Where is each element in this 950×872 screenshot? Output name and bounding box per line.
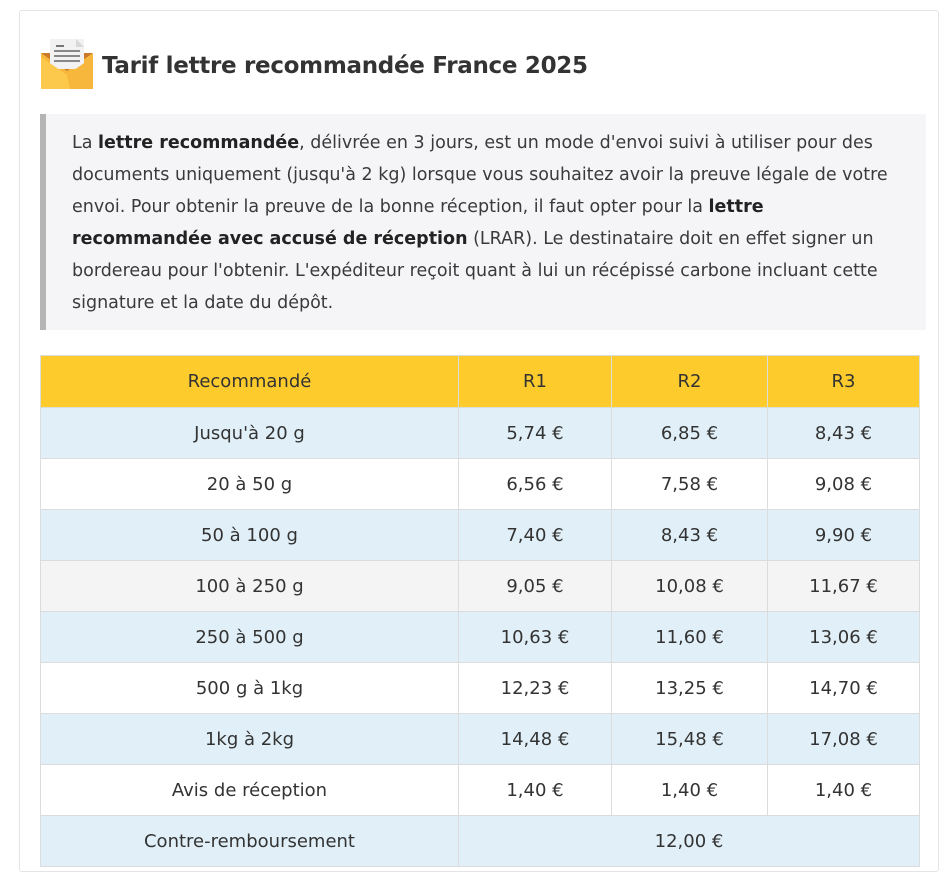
table-row: 100 à 250 g 9,05 €10,08 €11,67 € <box>40 560 920 612</box>
price-cell: 8,43 € <box>611 509 768 561</box>
intro-blockquote: La lettre recommandée, délivrée en 3 jou… <box>40 114 926 330</box>
price-cell: 9,05 € <box>458 560 612 612</box>
weight-cell: 20 à 50 g <box>40 458 459 510</box>
price-cell: 6,56 € <box>458 458 612 510</box>
intro-bold-registered-letter: lettre recommandée <box>98 133 300 153</box>
intro-text-part: La <box>72 133 99 153</box>
price-cell: 5,74 € <box>458 407 612 459</box>
weight-cell: Avis de réception <box>40 764 459 816</box>
weight-cell: 100 à 250 g <box>40 560 459 612</box>
table-row: Avis de réception 1,40 €1,40 €1,40 € <box>40 764 920 816</box>
table-row: 1kg à 2kg 14,48 €15,48 €17,08 € <box>40 713 920 765</box>
price-cell: 1,40 € <box>611 764 768 816</box>
column-header-r1: R1 <box>458 355 612 408</box>
price-cell: 10,63 € <box>458 611 612 663</box>
column-header-r2: R2 <box>611 355 768 408</box>
price-table: Recommandé R1 R2 R3 Jusqu'à 20 g 5,74 €6,… <box>40 355 920 867</box>
price-cell: 12,23 € <box>458 662 612 714</box>
weight-cell: 50 à 100 g <box>40 509 459 561</box>
price-cell: 15,48 € <box>611 713 768 765</box>
table-head: Recommandé R1 R2 R3 <box>40 355 920 408</box>
table-row: 250 à 500 g 10,63 €11,60 €13,06 € <box>40 611 920 663</box>
weight-cell: 1kg à 2kg <box>40 713 459 765</box>
table-row: 50 à 100 g 7,40 €8,43 €9,90 € <box>40 509 920 561</box>
header: Tarif lettre recommandée France 2025 <box>40 37 588 95</box>
price-cell: 10,08 € <box>611 560 768 612</box>
table-row: 500 g à 1kg 12,23 €13,25 €14,70 € <box>40 662 920 714</box>
price-cell: 14,70 € <box>767 662 920 714</box>
price-cell: 7,58 € <box>611 458 768 510</box>
intro-text-part: (LRAR). Le destinataire doit en effet si… <box>72 229 878 313</box>
table-header-row: Recommandé R1 R2 R3 <box>40 355 920 408</box>
price-cell: 12,00 € <box>458 815 920 867</box>
price-cell: 9,08 € <box>767 458 920 510</box>
envelope-letter-icon <box>40 37 94 95</box>
table-row: 20 à 50 g 6,56 €7,58 €9,08 € <box>40 458 920 510</box>
price-cell: 9,90 € <box>767 509 920 561</box>
column-header-r3: R3 <box>767 355 920 408</box>
content-card: Tarif lettre recommandée France 2025 La … <box>19 10 939 872</box>
price-cell: 1,40 € <box>458 764 612 816</box>
service-cell: Contre-remboursement <box>40 815 459 867</box>
price-cell: 7,40 € <box>458 509 612 561</box>
price-cell: 8,43 € <box>767 407 920 459</box>
page-title: Tarif lettre recommandée France 2025 <box>102 53 588 79</box>
price-cell: 17,08 € <box>767 713 920 765</box>
price-cell: 11,67 € <box>767 560 920 612</box>
price-cell: 1,40 € <box>767 764 920 816</box>
weight-cell: 250 à 500 g <box>40 611 459 663</box>
price-cell: 6,85 € <box>611 407 768 459</box>
price-cell: 14,48 € <box>458 713 612 765</box>
price-cell: 13,25 € <box>611 662 768 714</box>
weight-cell: Jusqu'à 20 g <box>40 407 459 459</box>
price-cell: 11,60 € <box>611 611 768 663</box>
intro-text-part: , délivrée en 3 jours, est un mode d'env… <box>72 133 888 217</box>
weight-cell: 500 g à 1kg <box>40 662 459 714</box>
table-row: Jusqu'à 20 g 5,74 €6,85 €8,43 € <box>40 407 920 459</box>
price-cell: 13,06 € <box>767 611 920 663</box>
table-row: Contre-remboursement 12,00 € <box>40 815 920 867</box>
intro-text: La lettre recommandée, délivrée en 3 jou… <box>72 127 902 319</box>
intro-bold-lrar: lettre recommandée avec accusé de récept… <box>72 197 764 249</box>
column-header-recommande: Recommandé <box>40 355 459 408</box>
